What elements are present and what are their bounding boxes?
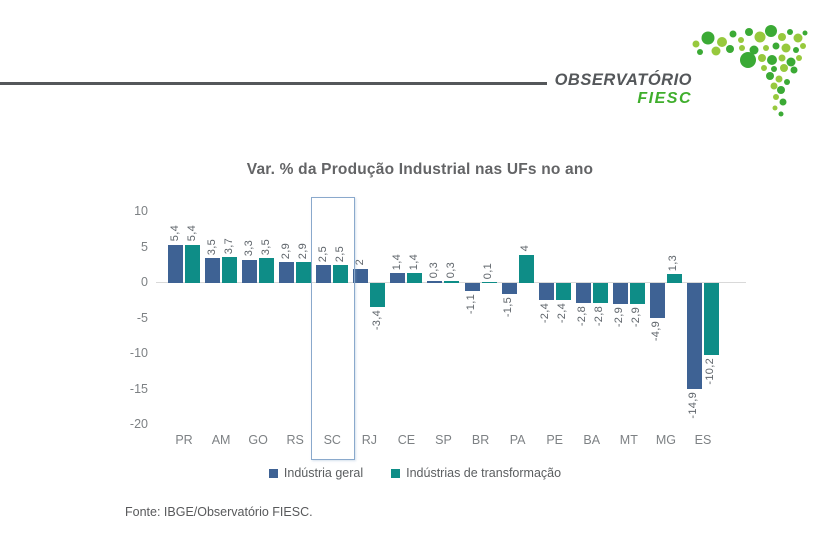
- bar-industrias-transformacao: [407, 273, 423, 283]
- bar-industrias-transformacao: [629, 283, 645, 304]
- bar-industria-geral: [501, 283, 517, 294]
- bar-value-label: 2,9: [296, 243, 309, 260]
- x-category-label: GO: [248, 433, 268, 447]
- bar-industria-geral: [464, 283, 480, 291]
- logo-fiesc-wordmark: FIESC: [637, 90, 692, 108]
- bar-value-label: 3,5: [259, 238, 272, 256]
- bar-industria-geral: [575, 283, 591, 303]
- legend-swatch-icon: [268, 468, 278, 478]
- bar-value-label: 0,3: [427, 261, 440, 278]
- bar-industria-geral: [205, 258, 221, 283]
- x-category-label: SP: [435, 433, 452, 447]
- y-axis-tick-label: -20: [129, 417, 148, 431]
- bar-value-label: -2,9: [613, 306, 626, 327]
- bar-industria-geral: [390, 273, 406, 283]
- bar-industrias-transformacao: [481, 282, 497, 283]
- bar-value-label: 5,4: [168, 225, 181, 242]
- bar-industria-geral: [538, 283, 554, 301]
- bar-industria-geral: [316, 265, 332, 283]
- x-category-label: MG: [655, 433, 676, 447]
- bar-value-label: 0,3: [444, 261, 457, 278]
- bar-industrias-transformacao: [666, 273, 682, 283]
- bar-value-label: -2,8: [576, 305, 589, 327]
- bar-industria-geral: [427, 280, 443, 283]
- sc-highlight-box: [311, 197, 355, 460]
- source-note: Fonte: IBGE/Observatório FIESC.: [125, 505, 313, 519]
- bar-value-label: 1,4: [390, 253, 403, 271]
- y-axis-tick-label: -10: [129, 346, 148, 360]
- legend-label: Indústrias de transformação: [406, 466, 562, 480]
- bar-industria-geral: [686, 283, 702, 389]
- bar-industrias-transformacao: [185, 244, 200, 283]
- logo-wordmark: OBSERVATÓRIO: [554, 71, 692, 89]
- x-category-label: AM: [211, 433, 231, 447]
- bar-industria-geral: [612, 283, 628, 304]
- bar-value-label: 1,4: [407, 253, 420, 271]
- bar-value-label: 4: [519, 245, 532, 252]
- bar-value-label: -10,2: [704, 358, 717, 385]
- observatorio-fiesc-logo: OBSERVATÓRIO FIESC: [540, 71, 692, 108]
- x-category-label: RS: [286, 433, 304, 447]
- bar-industria-geral: [242, 259, 258, 283]
- bar-value-label: -4,9: [650, 320, 663, 341]
- bar-industrias-transformacao: [555, 283, 571, 301]
- x-category-label: ES: [694, 433, 712, 447]
- x-category-label: PR: [175, 433, 193, 447]
- chart-title: Var. % da Produção Industrial nas UFs no…: [246, 161, 594, 178]
- x-category-label: PA: [509, 433, 526, 447]
- bar-value-label: -1,1: [465, 293, 478, 314]
- x-category-label: SC: [323, 433, 341, 447]
- bar-industrias-transformacao: [259, 258, 275, 283]
- legend-item: Indústria geral: [268, 466, 364, 480]
- bar-industrias-transformacao: [592, 283, 608, 303]
- bar-value-label: 1,3: [667, 254, 680, 271]
- y-axis-tick-label: 0: [141, 275, 148, 289]
- bar-industria-geral: [649, 283, 665, 318]
- bar-industrias-transformacao: [333, 265, 349, 283]
- bar-industrias-transformacao: [518, 254, 534, 283]
- x-category-label: PE: [546, 433, 564, 447]
- x-category-label: BA: [583, 433, 601, 447]
- bar-value-label: 0,1: [482, 262, 495, 279]
- chart-legend: Indústria geral Indústrias de transformaç…: [130, 466, 700, 480]
- bar-industria-geral: [353, 268, 369, 283]
- x-category-label: RJ: [361, 433, 377, 447]
- bar-value-label: -2,8: [593, 305, 606, 327]
- x-category-label: MT: [619, 433, 638, 447]
- fiesc-dots-logo-icon: [692, 25, 808, 117]
- y-axis-tick-label: -5: [136, 310, 148, 325]
- bar-industria-geral: [279, 262, 295, 283]
- bar-value-label: -2,4: [556, 303, 569, 324]
- bar-value-label: 2: [353, 259, 366, 266]
- bar-industrias-transformacao: [444, 280, 460, 283]
- bar-value-label: 3,3: [242, 240, 255, 257]
- x-category-label: CE: [397, 433, 416, 447]
- bar-value-label: -2,4: [539, 303, 552, 324]
- y-axis-tick-label: 10: [134, 204, 148, 218]
- bar-value-label: 2,9: [279, 243, 292, 260]
- bar-value-label: 3,5: [205, 238, 218, 256]
- legend-item: Indústrias de transformação: [391, 466, 561, 480]
- bar-value-label: -1,5: [502, 296, 515, 317]
- bar-value-label: -3,4: [370, 310, 383, 331]
- y-axis-tick-label: -15: [129, 381, 148, 396]
- x-category-label: BR: [471, 433, 490, 447]
- bar-industria-geral: [168, 244, 183, 283]
- legend-swatch-icon: [391, 468, 401, 478]
- bar-value-label: 3,7: [222, 237, 235, 254]
- y-axis-tick-label: 5: [141, 239, 148, 254]
- bar-industrias-transformacao: [370, 283, 386, 308]
- bar-value-label: -14,9: [687, 391, 700, 419]
- header-rule: [0, 82, 547, 85]
- bar-value-label: -2,9: [630, 306, 643, 327]
- bar-industrias-transformacao: [222, 256, 238, 283]
- bar-industrias-transformacao: [703, 283, 719, 356]
- bar-industrias-transformacao: [296, 262, 312, 283]
- legend-label: Indústria geral: [283, 466, 364, 480]
- bar-value-label: 5,4: [185, 225, 198, 242]
